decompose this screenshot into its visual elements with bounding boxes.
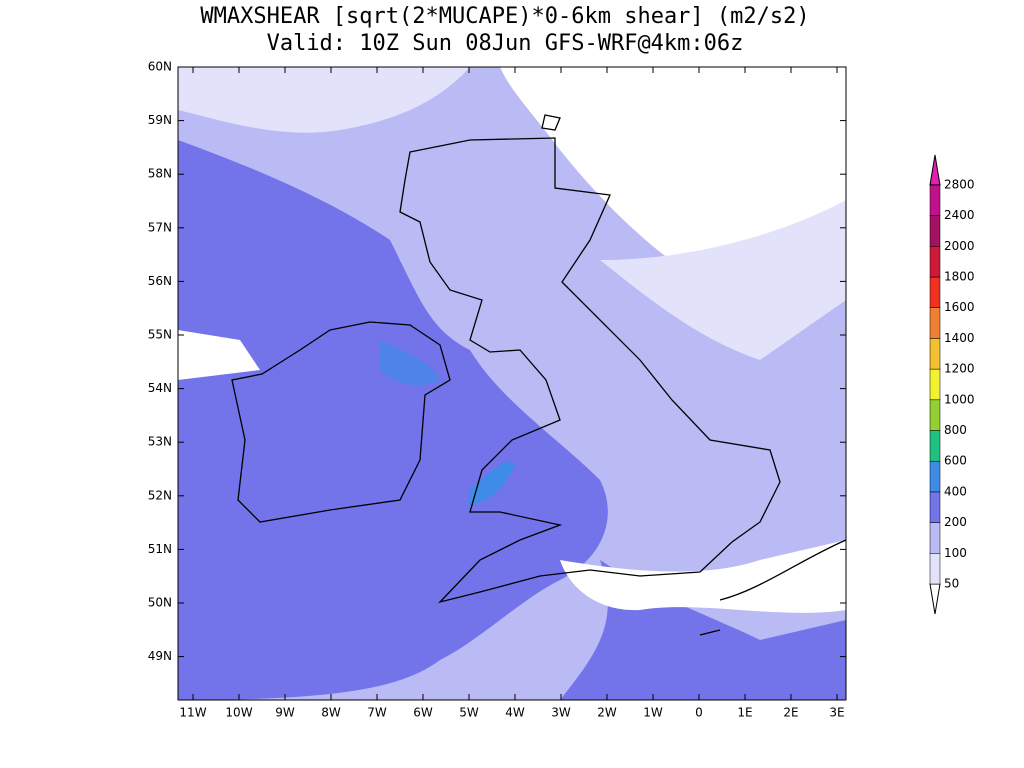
colorbar: 50 100 200 400 600 800 1000 1200 1400 1600 1800 200… xyxy=(929,154,975,615)
low-shear-area xyxy=(600,200,846,360)
lat-label: 55N xyxy=(148,328,172,342)
lat-label: 49N xyxy=(148,649,172,663)
lat-label: 53N xyxy=(148,435,172,449)
lat-label: 60N xyxy=(148,60,172,74)
lat-label: 56N xyxy=(148,274,172,288)
lon-label: 5W xyxy=(459,706,479,720)
axis-ticks: 60N 59N 58N 57N 56N 55N 54N 53N 52N 51N 50N 49N 11W 1… xyxy=(148,60,846,720)
lon-label: 11W xyxy=(179,706,206,720)
colorbar-label: 1400 xyxy=(944,331,975,345)
lon-label: 10W xyxy=(225,706,252,720)
lat-label: 57N xyxy=(148,220,172,234)
colorbar-label: 800 xyxy=(944,423,967,437)
map xyxy=(177,66,847,701)
colorbar-label: 1000 xyxy=(944,392,975,406)
colorbar-segment xyxy=(929,307,941,339)
colorbar-segment xyxy=(929,460,941,493)
colorbar-label: 200 xyxy=(944,515,967,529)
lon-label: 6W xyxy=(413,706,433,720)
low-shear-area xyxy=(500,67,846,286)
lon-label: 4W xyxy=(505,706,525,720)
colorbar-arrow xyxy=(929,583,941,615)
low-shear-area xyxy=(178,67,470,133)
colorbar-segment xyxy=(929,184,941,216)
lon-label: 2E xyxy=(783,706,798,720)
colorbar-segment xyxy=(929,399,941,431)
colorbar-label: 1200 xyxy=(944,362,975,376)
colorbar-segment xyxy=(929,491,941,523)
colorbar-segment xyxy=(929,215,941,247)
lon-label: 1W xyxy=(643,706,663,720)
lon-label: 9W xyxy=(275,706,295,720)
colorbar-label: 600 xyxy=(944,454,967,468)
coastline xyxy=(231,114,847,636)
lon-label: 1E xyxy=(737,706,752,720)
colorbar-segment xyxy=(929,338,941,370)
colorbar-segment xyxy=(929,368,941,401)
colorbar-segment xyxy=(929,553,941,585)
lat-label: 50N xyxy=(148,596,172,610)
map-frame xyxy=(177,66,847,701)
colorbar-label: 2000 xyxy=(944,239,975,253)
title-line: WMAXSHEAR [sqrt(2*MUCAPE)*0-6km shear] (… xyxy=(200,4,809,29)
low-shear-area xyxy=(178,330,260,380)
colorbar-label: 1600 xyxy=(944,300,975,314)
shear-area xyxy=(468,461,515,505)
colorbar-segment xyxy=(929,276,941,308)
lat-label: 58N xyxy=(148,167,172,181)
colorbar-label: 2800 xyxy=(944,177,975,191)
shear-area xyxy=(380,340,440,386)
lon-label: 3W xyxy=(551,706,571,720)
lat-label: 52N xyxy=(148,488,172,502)
lon-label: 2W xyxy=(597,706,617,720)
colorbar-label: 2400 xyxy=(944,208,975,222)
colorbar-label: 400 xyxy=(944,484,967,498)
colorbar-segment xyxy=(929,246,941,278)
colorbar-label: 50 xyxy=(944,577,959,591)
colorbar-label: 100 xyxy=(944,546,967,560)
colorbar-label: 1800 xyxy=(944,270,975,284)
lon-label: 7W xyxy=(367,706,387,720)
title-line: Valid: 10Z Sun 08Jun GFS-WRF@4km:06z xyxy=(267,31,744,56)
lon-label: 0 xyxy=(695,706,703,720)
low-shear-area xyxy=(560,540,846,613)
colorbar-segment xyxy=(929,522,941,554)
lat-label: 51N xyxy=(148,542,172,556)
lat-label: 59N xyxy=(148,113,172,127)
lon-label: 3E xyxy=(829,706,844,720)
lon-label: 8W xyxy=(321,706,341,720)
colorbar-arrow xyxy=(929,154,941,186)
lat-label: 54N xyxy=(148,381,172,395)
colorbar-segment xyxy=(929,430,941,462)
